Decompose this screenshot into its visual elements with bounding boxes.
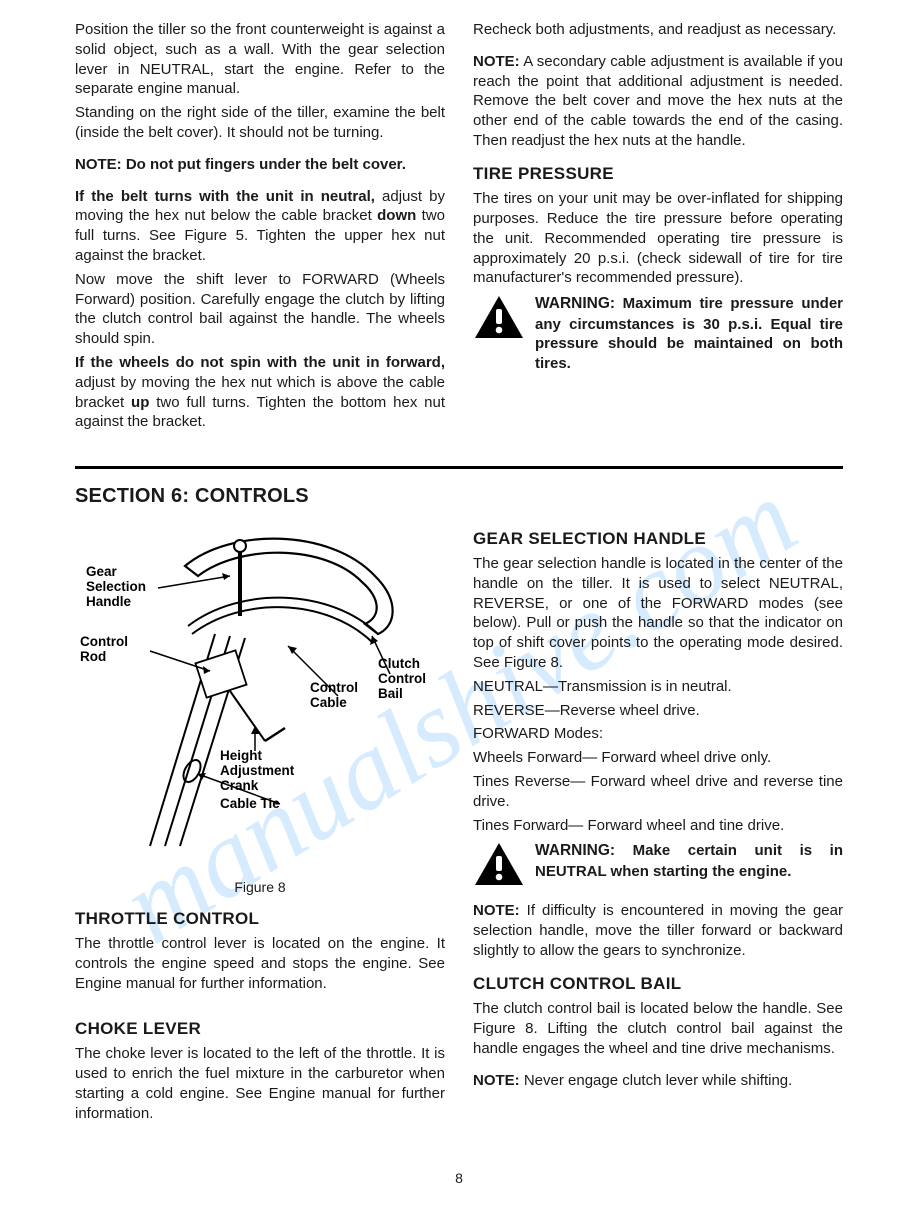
figure-8: Gear Selection Handle Control Rod Height… <box>80 516 440 876</box>
warning-lead: WARNING: <box>535 295 615 312</box>
note: NOTE: Do not put fingers under the belt … <box>75 155 445 175</box>
para: If the belt turns with the unit in neutr… <box>75 187 445 266</box>
para: Recheck both adjustments, and readjust a… <box>473 20 843 40</box>
warning-icon <box>473 294 525 340</box>
section-6-title: SECTION 6: CONTROLS <box>75 483 843 509</box>
para: Position the tiller so the front counter… <box>75 20 445 99</box>
para: The gear selection handle is located in … <box>473 554 843 673</box>
note: NOTE: A secondary cable adjustment is av… <box>473 52 843 151</box>
mode-wheels-fwd: Wheels Forward— Forward wheel drive only… <box>473 748 843 768</box>
note-text: If difficulty is encountered in moving t… <box>473 902 843 959</box>
word-up: up <box>131 394 149 411</box>
para: The clutch control bail is located below… <box>473 999 843 1058</box>
note-label: NOTE: <box>473 1072 520 1089</box>
para: If the wheels do not spin with the unit … <box>75 353 445 432</box>
para: Now move the shift lever to FORWARD (Whe… <box>75 270 445 349</box>
fig-label-clutch: Clutch Control Bail <box>378 656 426 701</box>
section6-columns: Gear Selection Handle Control Rod Height… <box>75 516 843 1128</box>
mode-tines-fwd: Tines Forward— Forward wheel and tine dr… <box>473 816 843 836</box>
fig-label-control-cable: Control Cable <box>310 680 358 710</box>
heading-choke: CHOKE LEVER <box>75 1018 445 1040</box>
section-divider <box>75 466 843 469</box>
mode-forward-h: FORWARD Modes: <box>473 724 843 744</box>
word-down: down <box>377 207 416 224</box>
note-label: NOTE: <box>473 53 520 70</box>
mode-reverse: REVERSE—Reverse wheel drive. <box>473 701 843 721</box>
heading-throttle: THROTTLE CONTROL <box>75 908 445 930</box>
heading-clutch-bail: CLUTCH CONTROL BAIL <box>473 973 843 995</box>
page-number: 8 <box>75 1169 843 1187</box>
upper-left-col: Position the tiller so the front counter… <box>75 20 445 436</box>
mode-tines-rev: Tines Reverse— Forward wheel drive and r… <box>473 772 843 812</box>
warning-icon <box>473 841 525 887</box>
note-text: Do not put fingers under the belt cover. <box>126 156 406 173</box>
upper-columns: Position the tiller so the front counter… <box>75 20 843 436</box>
mode-neutral: NEUTRAL—Transmission is in neutral. <box>473 677 843 697</box>
fig-label-cable-tie: Cable Tie <box>220 796 280 811</box>
figure-8-caption: Figure 8 <box>75 878 445 896</box>
section6-left-col: Gear Selection Handle Control Rod Height… <box>75 516 445 1128</box>
section6-right-col: GEAR SELECTION HANDLE The gear selection… <box>473 516 843 1128</box>
para: The choke lever is located to the left o… <box>75 1044 445 1123</box>
heading-gear-selection: GEAR SELECTION HANDLE <box>473 528 843 550</box>
warning-tire: WARNING: Maximum tire pressure under any… <box>473 294 843 374</box>
fig-label-control-rod: Control Rod <box>80 634 128 664</box>
warning-text: WARNING: Maximum tire pressure under any… <box>535 294 843 374</box>
note: NOTE: Never engage clutch lever while sh… <box>473 1071 843 1091</box>
warning-lead: WARNING: <box>535 842 615 859</box>
warning-neutral: WARNING: Make certain unit is in NEUTRAL… <box>473 841 843 887</box>
note-label: NOTE: <box>75 156 122 173</box>
lead: If the belt turns with the unit in neutr… <box>75 188 375 205</box>
warning-text: WARNING: Make certain unit is in NEUTRAL… <box>535 841 843 887</box>
note-text: Never engage clutch lever while shifting… <box>520 1072 793 1089</box>
para: Standing on the right side of the tiller… <box>75 103 445 143</box>
upper-right-col: Recheck both adjustments, and readjust a… <box>473 20 843 436</box>
note-text: A secondary cable adjustment is availabl… <box>473 53 843 149</box>
note: NOTE: If difficulty is encountered in mo… <box>473 901 843 960</box>
para: The throttle control lever is located on… <box>75 934 445 993</box>
heading-tire-pressure: TIRE PRESSURE <box>473 163 843 185</box>
note-label: NOTE: <box>473 902 520 919</box>
para: The tires on your unit may be over-infla… <box>473 189 843 288</box>
lead: If the wheels do not spin with the unit … <box>75 354 445 371</box>
fig-label-height: Height Adjustment Crank <box>220 748 294 793</box>
fig-label-gear: Gear Selection Handle <box>86 564 146 609</box>
